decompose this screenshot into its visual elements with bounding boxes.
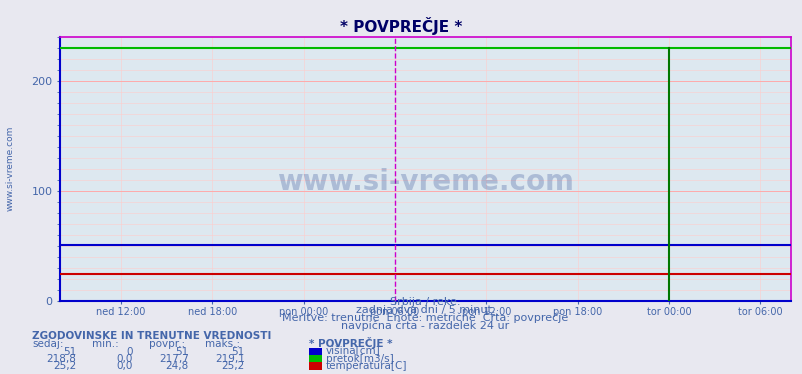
Text: 219,1: 219,1 <box>215 354 245 364</box>
Text: 51: 51 <box>63 347 76 356</box>
Text: Srbija / reke.: Srbija / reke. <box>390 297 460 307</box>
Text: 0,0: 0,0 <box>116 361 132 371</box>
Text: 218,8: 218,8 <box>47 354 76 364</box>
Text: Meritve: trenutne  Enote: metrične  Črta: povprečje: Meritve: trenutne Enote: metrične Črta: … <box>282 311 568 323</box>
Text: povpr.:: povpr.: <box>148 339 184 349</box>
Text: 217,7: 217,7 <box>159 354 188 364</box>
Text: 25,2: 25,2 <box>53 361 76 371</box>
Text: navpična črta - razdelek 24 ur: navpična črta - razdelek 24 ur <box>341 321 509 331</box>
Text: 51: 51 <box>175 347 188 356</box>
Text: maks.:: maks.: <box>205 339 240 349</box>
Text: ZGODOVINSKE IN TRENUTNE VREDNOSTI: ZGODOVINSKE IN TRENUTNE VREDNOSTI <box>32 331 271 341</box>
Text: 0,0: 0,0 <box>116 354 132 364</box>
Text: 25,2: 25,2 <box>221 361 245 371</box>
Text: * POVPREČJE *: * POVPREČJE * <box>340 17 462 35</box>
Text: zadnja dva dni / 5 minut.: zadnja dva dni / 5 minut. <box>355 305 495 315</box>
Text: www.si-vreme.com: www.si-vreme.com <box>277 168 573 196</box>
Text: 0: 0 <box>126 347 132 356</box>
Text: min.:: min.: <box>92 339 119 349</box>
Text: 24,8: 24,8 <box>165 361 188 371</box>
Text: www.si-vreme.com: www.si-vreme.com <box>5 126 14 211</box>
Text: 51: 51 <box>231 347 245 356</box>
Text: * POVPREČJE *: * POVPREČJE * <box>309 337 392 349</box>
Text: sedaj:: sedaj: <box>32 339 63 349</box>
Text: temperatura[C]: temperatura[C] <box>326 361 407 371</box>
Text: višina[cm]: višina[cm] <box>326 346 380 356</box>
Text: pretok[m3/s]: pretok[m3/s] <box>326 354 393 364</box>
